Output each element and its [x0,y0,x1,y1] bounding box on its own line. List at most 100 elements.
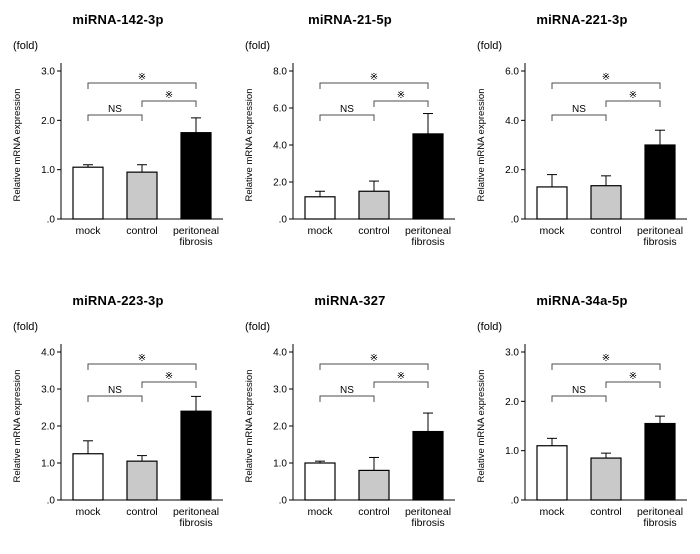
bar-control [590,185,622,220]
bar-control [358,469,390,501]
sig-mock-vs-fibrosis-label: ※ [370,353,378,364]
y-tick-label: 2.0 [41,116,55,127]
sig-control-vs-fibrosis-label: ※ [397,371,405,382]
x-label-peritoneal-fibrosis: fibrosis [411,236,444,248]
unit-label: (fold) [245,321,270,333]
y-tick-label: .0 [47,215,56,226]
unit-label: (fold) [477,40,502,52]
chart-title: miRNA-223-3p [72,293,164,308]
bar-mock [536,445,568,501]
sig-control-vs-fibrosis-bracket [605,100,661,107]
y-tick-label: .0 [511,496,520,507]
y-tick-label: 4.0 [41,348,55,359]
bar-peritoneal-fibrosis [644,144,676,220]
chart-mirna-221-3p: miRNA-221-3p (fold) Relative mRNA express… [466,6,698,273]
x-label-peritoneal-fibrosis: fibrosis [643,517,676,529]
sig-mock-vs-fibrosis-label: ※ [602,353,610,364]
bar-mock [304,462,336,501]
bar-chart-mirna-21-5p: (fold) Relative mRNA expression .0 2.0 4.0 6.… [244,40,455,248]
sig-mock-vs-control-label: NS [572,385,586,396]
x-label-peritoneal-fibrosis: fibrosis [411,517,444,529]
sig-mock-vs-fibrosis-label: ※ [602,72,610,83]
sig-control-vs-fibrosis-label: ※ [165,371,173,382]
x-label-mock: mock [307,225,333,237]
sig-control-vs-fibrosis-bracket [373,381,429,388]
y-tick-label: 3.0 [41,385,55,396]
x-label-control: control [590,506,622,518]
chart-title: miRNA-221-3p [536,12,628,27]
y-tick-label: 3.0 [505,348,519,359]
sig-mock-vs-fibrosis-bracket [551,363,661,370]
chart-title: miRNA-34a-5p [536,293,628,308]
y-tick-label: 2.0 [505,165,519,176]
bar-control [126,171,158,220]
sig-mock-vs-control-label: NS [108,385,122,396]
bar-chart-mirna-223-3p: (fold) Relative mRNA expression .0 1.0 2.0 3.… [12,321,223,529]
y-axis-label: Relative mRNA expression [12,370,23,483]
sig-control-vs-fibrosis-bracket [605,381,661,388]
chart-mirna-142-3p: miRNA-142-3p (fold) Relative mRNA express… [2,6,234,273]
sig-mock-vs-control-label: NS [572,104,586,115]
x-label-mock: mock [539,506,565,518]
y-tick-label: 1.0 [41,459,55,470]
x-label-control: control [590,225,622,237]
y-tick-label: 2.0 [273,422,287,433]
bar-mock [304,196,336,220]
x-label-mock: mock [75,225,101,237]
x-label-mock: mock [539,225,565,237]
sig-mock-vs-control-bracket [551,395,607,402]
bar-peritoneal-fibrosis [644,422,676,501]
bar-control [126,460,158,501]
unit-label: (fold) [13,321,38,333]
y-axis-label: Relative mRNA expression [12,89,23,202]
y-tick-label: .0 [279,496,288,507]
sig-control-vs-fibrosis-label: ※ [165,90,173,101]
x-label-peritoneal-fibrosis: peritoneal [405,225,451,237]
bar-chart-mirna-34a-5p: (fold) Relative mRNA expression .0 1.0 2.0 3.… [476,321,687,529]
bar-mock [72,453,104,501]
chart-title: miRNA-142-3p [72,12,164,27]
chart-title: miRNA-21-5p [308,12,392,27]
bar-chart-mirna-142-3p: (fold) Relative mRNA expression .0 1.0 2.0 3.… [12,40,223,248]
chart-mirna-223-3p: miRNA-223-3p (fold) Relative mRNA express… [2,287,234,554]
y-tick-label: 8.0 [273,67,287,78]
bar-mock [536,186,568,220]
y-tick-label: 2.0 [41,422,55,433]
sig-control-vs-fibrosis-bracket [141,100,197,107]
y-axis-label: Relative mRNA expression [476,89,487,202]
chart-mirna-21-5p: miRNA-21-5p (fold) Relative mRNA expressi… [234,6,466,273]
sig-control-vs-fibrosis-label: ※ [629,371,637,382]
sig-mock-vs-control-bracket [551,114,607,121]
x-label-peritoneal-fibrosis: peritoneal [173,225,219,237]
bar-chart-mirna-221-3p: (fold) Relative mRNA expression .0 2.0 4.0 6.… [476,40,687,248]
sig-mock-vs-control-label: NS [108,104,122,115]
sig-mock-vs-control-bracket [319,114,375,121]
y-tick-label: .0 [279,215,288,226]
x-label-control: control [126,506,158,518]
sig-control-vs-fibrosis-bracket [141,381,197,388]
x-label-peritoneal-fibrosis: fibrosis [179,517,212,529]
y-tick-label: 3.0 [41,67,55,78]
x-label-peritoneal-fibrosis: fibrosis [179,236,212,248]
sig-mock-vs-fibrosis-label: ※ [138,353,146,364]
sig-mock-vs-control-bracket [87,395,143,402]
x-label-control: control [358,225,390,237]
bar-control [590,457,622,501]
y-tick-label: 4.0 [505,116,519,127]
y-axis-label: Relative mRNA expression [476,370,487,483]
bar-peritoneal-fibrosis [180,132,212,220]
sig-control-vs-fibrosis-label: ※ [629,90,637,101]
sig-control-vs-fibrosis-bracket [373,100,429,107]
x-label-control: control [126,225,158,237]
y-tick-label: 4.0 [273,348,287,359]
sig-mock-vs-fibrosis-label: ※ [370,72,378,83]
x-label-peritoneal-fibrosis: peritoneal [173,506,219,518]
unit-label: (fold) [477,321,502,333]
sig-mock-vs-control-label: NS [340,385,354,396]
x-label-mock: mock [307,506,333,518]
x-label-peritoneal-fibrosis: peritoneal [637,506,683,518]
y-tick-label: .0 [47,496,56,507]
sig-mock-vs-control-label: NS [340,104,354,115]
x-label-control: control [358,506,390,518]
sig-control-vs-fibrosis-label: ※ [397,90,405,101]
